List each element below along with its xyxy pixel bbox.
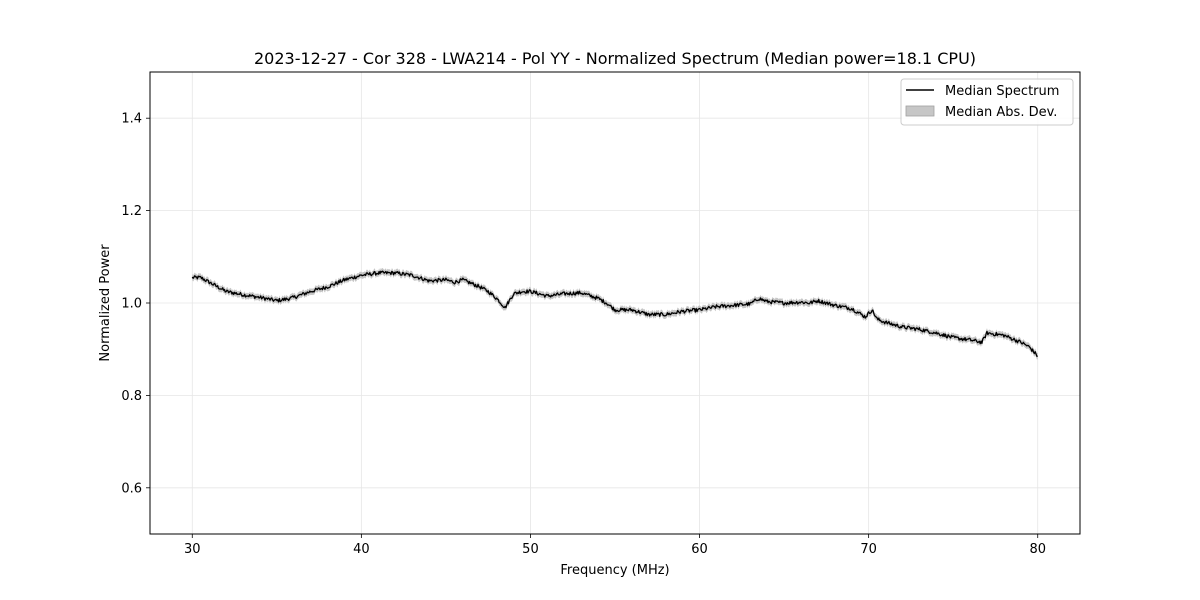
- y-axis-ticks: 0.6 0.8 1.0 1.2 1.4: [121, 112, 150, 496]
- median-spectrum-line: [191, 270, 1038, 357]
- legend-box: [900, 78, 1074, 126]
- x-tick-label: 50: [522, 542, 539, 557]
- x-axis-ticks: 30 40 50 60 70 80: [184, 534, 1046, 557]
- mad-band-layer: [192, 267, 1038, 360]
- y-tick-label: 0.8: [121, 389, 142, 404]
- y-tick-label: 1.2: [121, 204, 142, 219]
- y-tick-label: 1.4: [121, 112, 142, 127]
- y-axis-label: Normalized Power: [98, 244, 113, 362]
- x-tick-label: 70: [860, 542, 877, 557]
- x-tick-label: 40: [353, 542, 370, 557]
- y-tick-label: 1.0: [121, 297, 142, 312]
- y-tick-label: 0.6: [121, 481, 142, 496]
- x-tick-label: 60: [691, 542, 708, 557]
- legend: Median Spectrum Median Abs. Dev.: [900, 78, 1074, 126]
- legend-label-mad: Median Abs. Dev.: [945, 105, 1057, 120]
- median-line-layer: [191, 270, 1038, 357]
- x-tick-label: 30: [184, 542, 201, 557]
- chart-title: 2023-12-27 - Cor 328 - LWA214 - Pol YY -…: [254, 49, 976, 68]
- mad-band: [192, 267, 1038, 360]
- legend-band-swatch: [905, 105, 935, 117]
- legend-label-median-spectrum: Median Spectrum: [945, 84, 1059, 99]
- x-tick-label: 80: [1029, 542, 1046, 557]
- x-axis-label: Frequency (MHz): [560, 563, 669, 578]
